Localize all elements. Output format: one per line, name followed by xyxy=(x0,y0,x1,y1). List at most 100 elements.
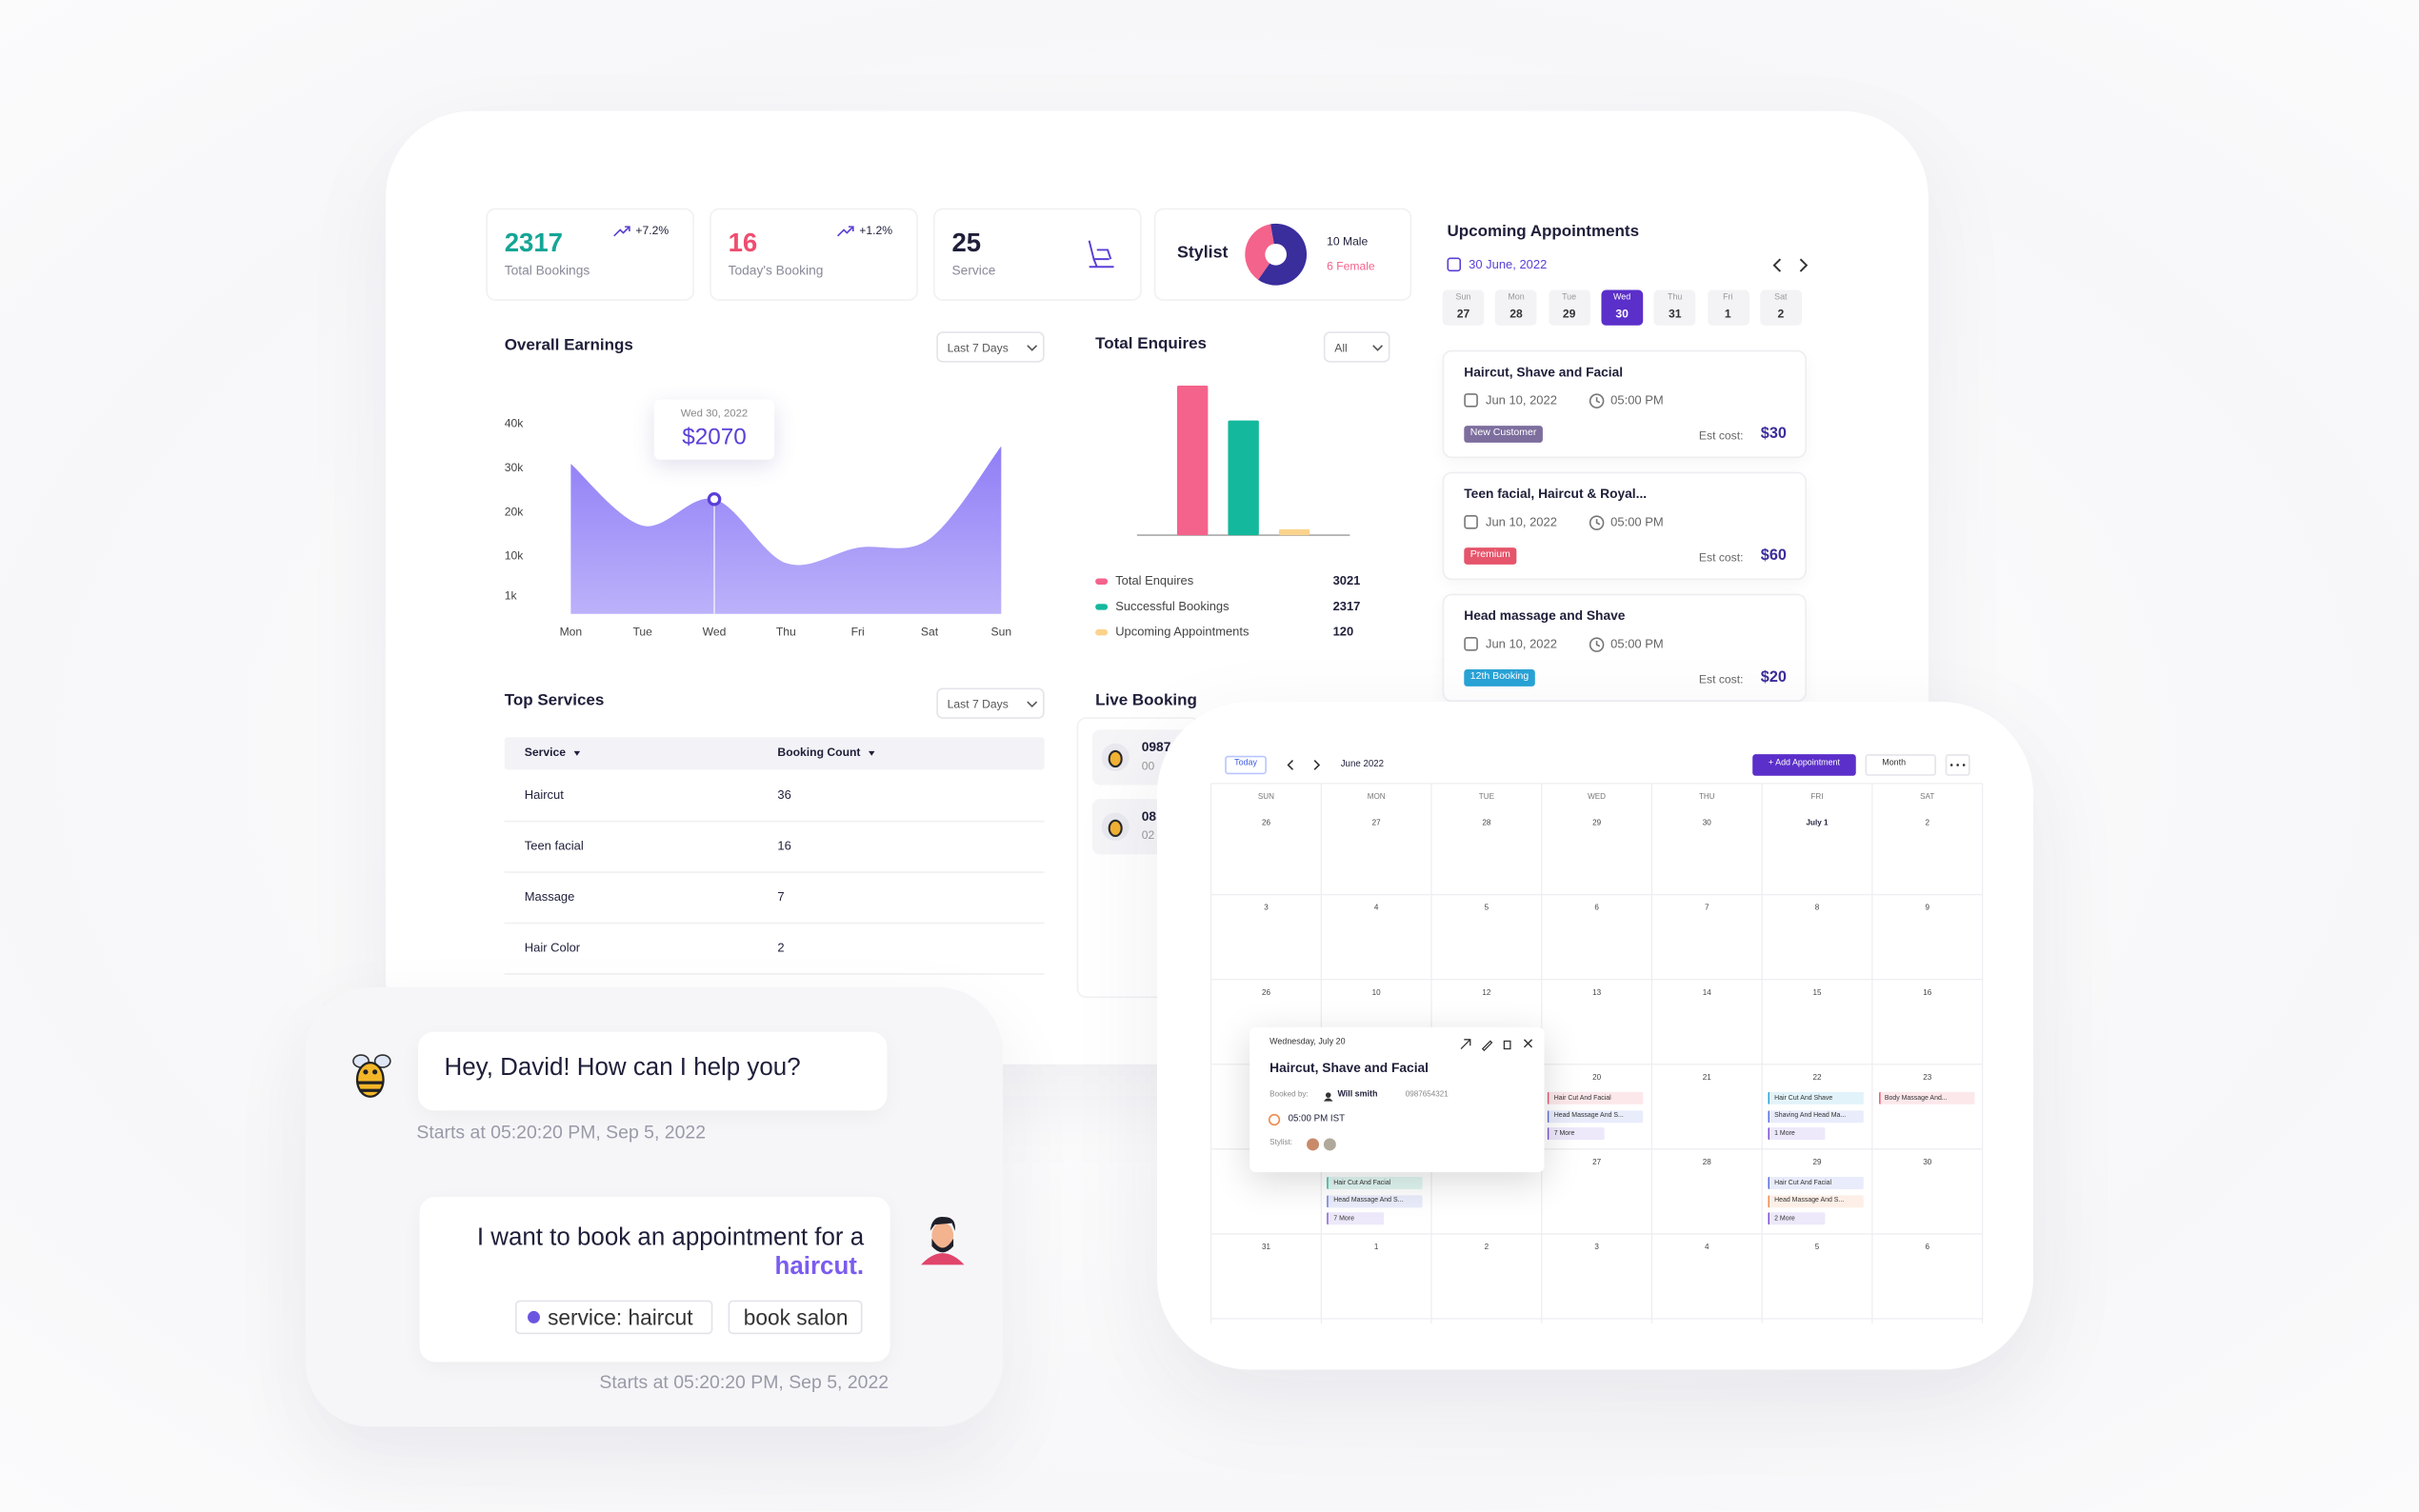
weekday: FRI xyxy=(1810,793,1824,803)
cost-value: $60 xyxy=(1760,547,1787,565)
date-icon xyxy=(1464,637,1478,651)
y-tick-label: 10k xyxy=(505,549,524,563)
chip-label: book salon xyxy=(743,1304,849,1330)
trend-icon xyxy=(613,226,630,237)
bee xyxy=(1108,819,1123,838)
table-header xyxy=(504,737,1045,770)
table-cell: 16 xyxy=(777,838,791,853)
tooltip-point xyxy=(707,491,722,507)
donut-hole xyxy=(1265,243,1287,266)
appointment-card[interactable]: Head massage and Shave Jun 10, 2022 05:00 … xyxy=(1442,593,1807,703)
x-tick-label: Mon xyxy=(560,625,583,638)
more-button[interactable] xyxy=(1945,754,1970,776)
person-icon xyxy=(1323,1092,1333,1102)
event-pill[interactable]: Head Massage And S... xyxy=(1548,1109,1644,1123)
day-chip[interactable]: Sat 2 xyxy=(1759,289,1802,326)
chip[interactable] xyxy=(515,1300,713,1335)
bar xyxy=(1228,420,1259,536)
day-number: 7 xyxy=(1705,904,1709,914)
chip-dot xyxy=(528,1310,540,1323)
day-chip[interactable]: Mon 28 xyxy=(1495,289,1537,326)
avatar xyxy=(1323,1138,1336,1151)
filter-dropdown[interactable]: Last 7 Days xyxy=(936,331,1045,363)
row-divider xyxy=(504,820,1045,823)
y-tick-label: 40k xyxy=(505,417,524,430)
shirt xyxy=(921,1253,965,1265)
add-button[interactable] xyxy=(1752,754,1856,776)
popup-label: Booked by: xyxy=(1269,1090,1309,1101)
popup-phone: 0987654321 xyxy=(1405,1090,1449,1101)
filter-dropdown[interactable]: Last 7 Days xyxy=(936,687,1045,719)
event-pill[interactable]: Hair Cut And Shave xyxy=(1768,1091,1865,1104)
next-arrow xyxy=(1799,258,1809,272)
day-number: 26 xyxy=(1261,988,1270,999)
event-pill[interactable]: Body Massage And... xyxy=(1878,1091,1974,1104)
icon xyxy=(1464,515,1478,529)
chip-label: service: haircut xyxy=(548,1304,693,1330)
legend-value: 2317 xyxy=(1333,599,1361,613)
table-cell: Haircut xyxy=(524,787,564,802)
day-number: 31 xyxy=(1261,1243,1270,1253)
day-chip[interactable]: Sun 27 xyxy=(1442,289,1485,326)
table-cell: 2 xyxy=(777,940,785,955)
event-label: Head Massage And S... xyxy=(1333,1195,1404,1204)
bee-avatar xyxy=(1101,812,1130,841)
event-pill[interactable]: Hair Cut And Facial xyxy=(1327,1176,1424,1189)
icon xyxy=(1464,637,1478,651)
day-number: 30 xyxy=(1923,1158,1932,1168)
stat-change: +1.2% xyxy=(859,223,893,238)
event-label: Body Massage And... xyxy=(1884,1092,1948,1102)
legend-label: 6 Female xyxy=(1327,259,1375,272)
appointment-card[interactable]: Haircut, Shave and Facial Jun 10, 2022 05:… xyxy=(1442,349,1807,459)
today-button[interactable] xyxy=(1225,755,1267,775)
day-number: 9 xyxy=(1925,904,1929,914)
day-chip[interactable]: Tue 29 xyxy=(1548,289,1590,326)
event-pill[interactable]: Hair Cut And Facial xyxy=(1548,1091,1644,1104)
event-pill[interactable]: 2 More xyxy=(1768,1212,1826,1225)
chart-title: Stylist xyxy=(1176,243,1229,263)
appointment-time: 05:00 PM xyxy=(1610,636,1664,650)
icon xyxy=(869,750,875,756)
event-pill[interactable]: Head Massage And S... xyxy=(1327,1194,1424,1207)
day-number: 27 xyxy=(1371,819,1381,829)
add-label: + Add Appointment xyxy=(1768,759,1841,769)
day-name: Fri xyxy=(1723,292,1733,303)
day-number: 10 xyxy=(1371,988,1381,999)
prev-arrow xyxy=(1287,760,1294,770)
trend-arrow xyxy=(613,226,630,237)
day-chip[interactable]: Thu 31 xyxy=(1653,289,1696,326)
icon xyxy=(1589,515,1605,530)
appointment-title: Haircut, Shave and Facial xyxy=(1464,364,1624,381)
y-tick-label: 30k xyxy=(505,461,524,474)
event-pill[interactable]: Head Massage And S... xyxy=(1768,1194,1865,1207)
view-dropdown[interactable] xyxy=(1865,754,1936,776)
tooltip-value: $2070 xyxy=(682,424,747,450)
chip[interactable] xyxy=(728,1300,863,1335)
event-popup xyxy=(1249,1026,1545,1173)
appointment-time: 05:00 PM xyxy=(1610,392,1664,407)
legend-swatch xyxy=(1095,628,1109,636)
popup-person: Will smith xyxy=(1337,1090,1378,1100)
event-pill[interactable]: 7 More xyxy=(1548,1127,1606,1141)
wing xyxy=(373,1054,391,1068)
event-pill[interactable]: Shaving And Head Ma... xyxy=(1768,1109,1865,1123)
y-tick-label: 20k xyxy=(505,505,524,518)
legend-label: Upcoming Appointments xyxy=(1115,625,1249,639)
weekday: SAT xyxy=(1920,793,1935,803)
clock-icon xyxy=(1268,1113,1281,1126)
event-pill[interactable]: 7 More xyxy=(1327,1212,1385,1225)
event-pill[interactable]: 1 More xyxy=(1768,1127,1826,1141)
chevron-icon xyxy=(1372,345,1384,351)
appointment-card[interactable]: Teen facial, Haircut & Royal... Jun 10, 2… xyxy=(1442,471,1807,581)
event-pill[interactable]: Hair Cut And Facial xyxy=(1768,1176,1865,1189)
popup-title: Haircut, Shave and Facial xyxy=(1269,1060,1429,1076)
stat-card xyxy=(486,208,694,301)
sort-icon xyxy=(869,750,875,756)
day-chip[interactable]: Fri 1 xyxy=(1707,289,1749,326)
day-chip[interactable]: Wed 30 xyxy=(1601,289,1644,326)
day-number: 16 xyxy=(1923,988,1932,999)
weekday: TUE xyxy=(1478,793,1494,803)
section-title: Live Booking xyxy=(1095,691,1197,710)
filter-dropdown[interactable]: All xyxy=(1323,331,1390,363)
eye xyxy=(363,1069,369,1075)
